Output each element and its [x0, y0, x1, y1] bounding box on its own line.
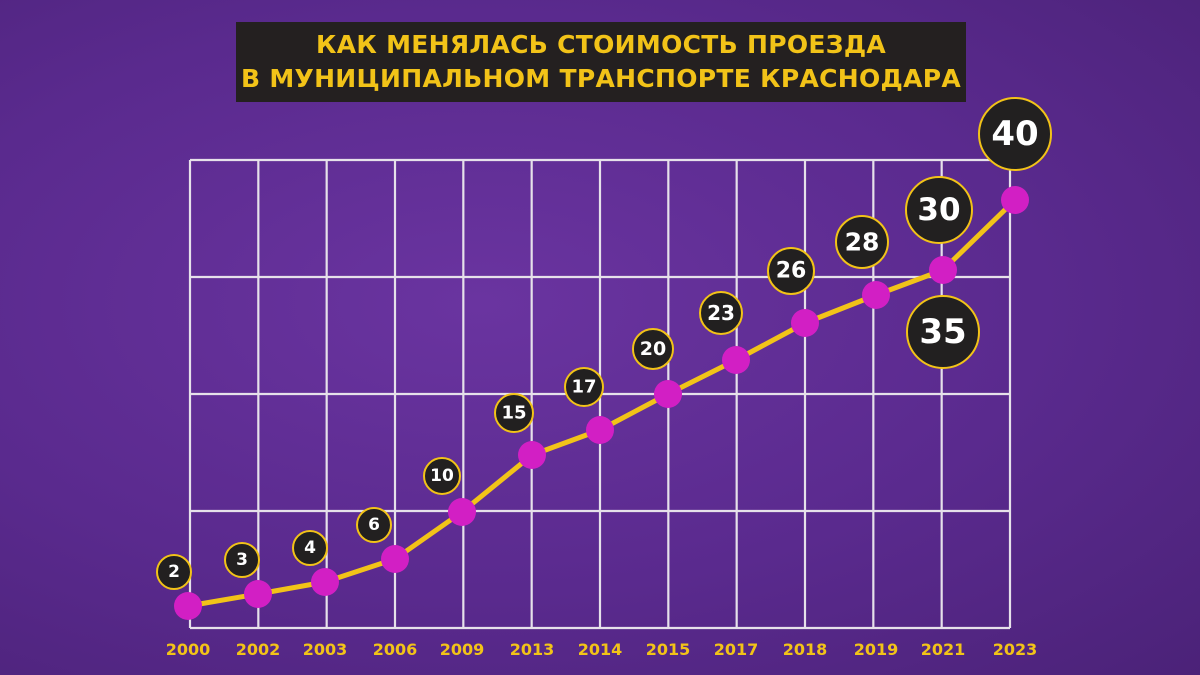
value-label: 28: [845, 228, 880, 257]
value-label: 4: [304, 538, 316, 558]
data-point-2006: [381, 545, 409, 573]
value-badge-circle: [423, 457, 461, 495]
value-badge-2021: 30: [905, 176, 973, 244]
value-label: 15: [501, 403, 526, 424]
value-label: 40: [991, 114, 1038, 154]
x-tick-label-2023: 2023: [993, 640, 1038, 659]
x-tick-label-2017: 2017: [714, 640, 759, 659]
data-point-2021: [929, 256, 957, 284]
value-badge-2013: 15: [494, 393, 534, 433]
data-point-2019: [862, 281, 890, 309]
value-badge-2017: 23: [699, 291, 743, 335]
value-label: 26: [776, 259, 807, 284]
data-point-2023: [1001, 186, 1029, 214]
value-label: 6: [368, 515, 380, 535]
value-badge-circle: [767, 247, 815, 295]
data-point-2014: [586, 416, 614, 444]
data-point-2017: [722, 346, 750, 374]
x-tick-label-2018: 2018: [783, 640, 828, 659]
value-label: 20: [640, 338, 666, 360]
value-label: 10: [430, 466, 454, 486]
x-tick-label-2014: 2014: [578, 640, 623, 659]
x-tick-label-2002: 2002: [236, 640, 281, 659]
data-point-2009: [448, 498, 476, 526]
value-badge-circle: [356, 507, 392, 543]
value-label: 3: [236, 550, 248, 570]
value-badge-2018: 26: [767, 247, 815, 295]
title-line-1: КАК МЕНЯЛАСЬ СТОИМОСТЬ ПРОЕЗДА: [315, 30, 887, 59]
value-badge-circle: [632, 328, 674, 370]
x-tick-label-2009: 2009: [440, 640, 485, 659]
title-line-2: В МУНИЦИПАЛЬНОМ ТРАНСПОРТЕ КРАСНОДАРА: [240, 64, 962, 93]
data-point-2015: [654, 380, 682, 408]
x-tick-label-2013: 2013: [510, 640, 555, 659]
value-badge-circle: [224, 542, 260, 578]
value-badge-circle: [564, 367, 604, 407]
value-badge-circle: [835, 215, 889, 269]
value-badge-2002: 3: [224, 542, 260, 578]
x-tick-label-2019: 2019: [854, 640, 899, 659]
value-badge-circle: [699, 291, 743, 335]
data-point-2003: [311, 568, 339, 596]
value-label: 23: [707, 301, 735, 325]
value-badge-2023: 40: [978, 97, 1052, 171]
value-badge-2003: 4: [292, 530, 328, 566]
value-badge-2009: 10: [423, 457, 461, 495]
x-tick-label-2021: 2021: [921, 640, 966, 659]
value-label: 17: [571, 377, 596, 398]
title-banner: КАК МЕНЯЛАСЬ СТОИМОСТЬ ПРОЕЗДА В МУНИЦИП…: [236, 22, 966, 102]
value-badge-circle: [905, 176, 973, 244]
value-label: 30: [917, 192, 960, 228]
value-badge-circle: [978, 97, 1052, 171]
value-badge-2000: 2: [156, 554, 192, 590]
data-point-2002: [244, 580, 272, 608]
value-badge-2006: 6: [356, 507, 392, 543]
value-badge-circle: [906, 295, 980, 369]
value-badge-circle: [292, 530, 328, 566]
value-badge-circle: [494, 393, 534, 433]
value-badge-2015: 20: [632, 328, 674, 370]
data-point-2000: [174, 592, 202, 620]
x-tick-label-2006: 2006: [373, 640, 418, 659]
value-badge-2014: 17: [564, 367, 604, 407]
value-badge-2019: 28: [835, 215, 889, 269]
value-badge-extra-2021: 35: [906, 295, 980, 369]
value-badge-circle: [156, 554, 192, 590]
value-label: 35: [919, 312, 966, 352]
data-point-2013: [518, 441, 546, 469]
value-label: 2: [168, 562, 180, 582]
x-tick-label-2000: 2000: [166, 640, 211, 659]
data-point-2018: [791, 309, 819, 337]
x-tick-label-2003: 2003: [303, 640, 348, 659]
x-tick-label-2015: 2015: [646, 640, 691, 659]
